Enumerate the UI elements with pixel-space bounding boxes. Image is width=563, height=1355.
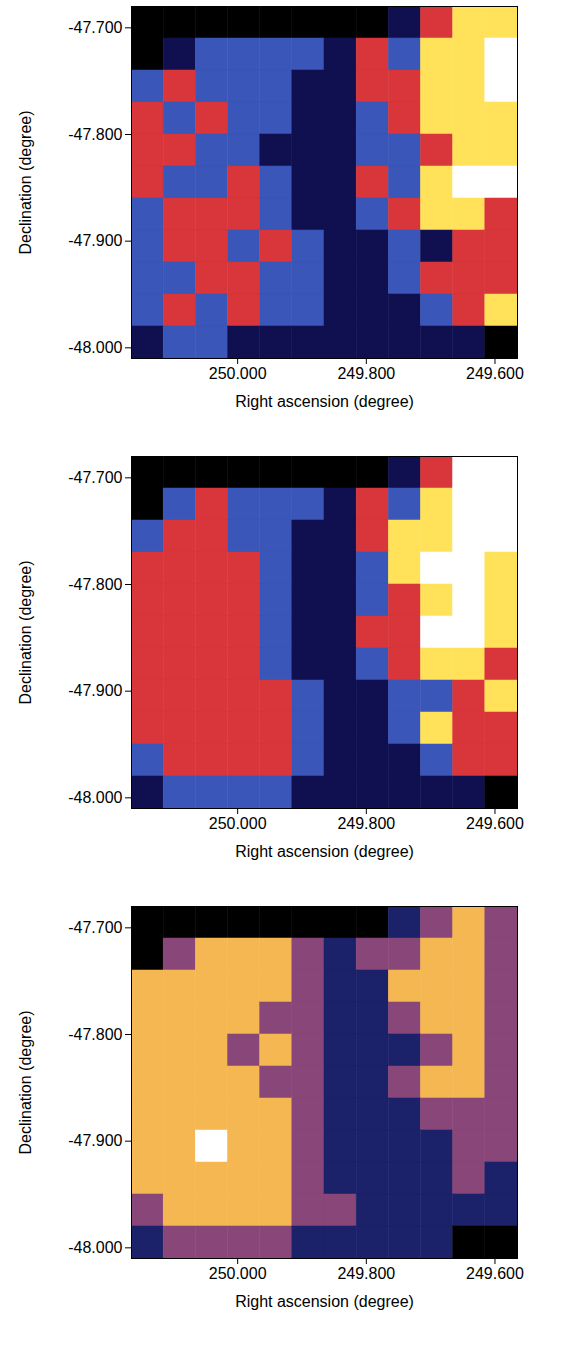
svg-text:Declination (degree): Declination (degree) <box>17 560 34 704</box>
svg-text:Right ascension (degree): Right ascension (degree) <box>235 1293 414 1310</box>
svg-text:-47.700: -47.700 <box>68 919 122 936</box>
svg-text:-47.800: -47.800 <box>68 576 122 593</box>
svg-text:-47.900: -47.900 <box>68 682 122 699</box>
svg-text:-47.800: -47.800 <box>68 1026 122 1043</box>
svg-text:-47.900: -47.900 <box>68 232 122 249</box>
svg-text:250.000: 250.000 <box>209 365 267 382</box>
svg-text:Right ascension (degree): Right ascension (degree) <box>235 393 414 410</box>
svg-text:Declination (degree): Declination (degree) <box>17 1010 34 1154</box>
svg-text:-48.000: -48.000 <box>68 1239 122 1256</box>
svg-text:Right ascension (degree): Right ascension (degree) <box>235 843 414 860</box>
svg-text:-47.900: -47.900 <box>68 1132 122 1149</box>
svg-text:-48.000: -48.000 <box>68 789 122 806</box>
svg-text:-48.000: -48.000 <box>68 339 122 356</box>
svg-text:249.600: 249.600 <box>466 1265 524 1282</box>
svg-text:249.800: 249.800 <box>337 365 395 382</box>
svg-text:249.800: 249.800 <box>337 1265 395 1282</box>
svg-text:-47.700: -47.700 <box>68 469 122 486</box>
svg-text:249.800: 249.800 <box>337 815 395 832</box>
svg-text:249.600: 249.600 <box>466 365 524 382</box>
svg-text:250.000: 250.000 <box>209 815 267 832</box>
svg-text:249.600: 249.600 <box>466 815 524 832</box>
svg-text:-47.800: -47.800 <box>68 126 122 143</box>
svg-text:-47.700: -47.700 <box>68 19 122 36</box>
svg-text:Declination (degree): Declination (degree) <box>17 110 34 254</box>
svg-text:250.000: 250.000 <box>209 1265 267 1282</box>
